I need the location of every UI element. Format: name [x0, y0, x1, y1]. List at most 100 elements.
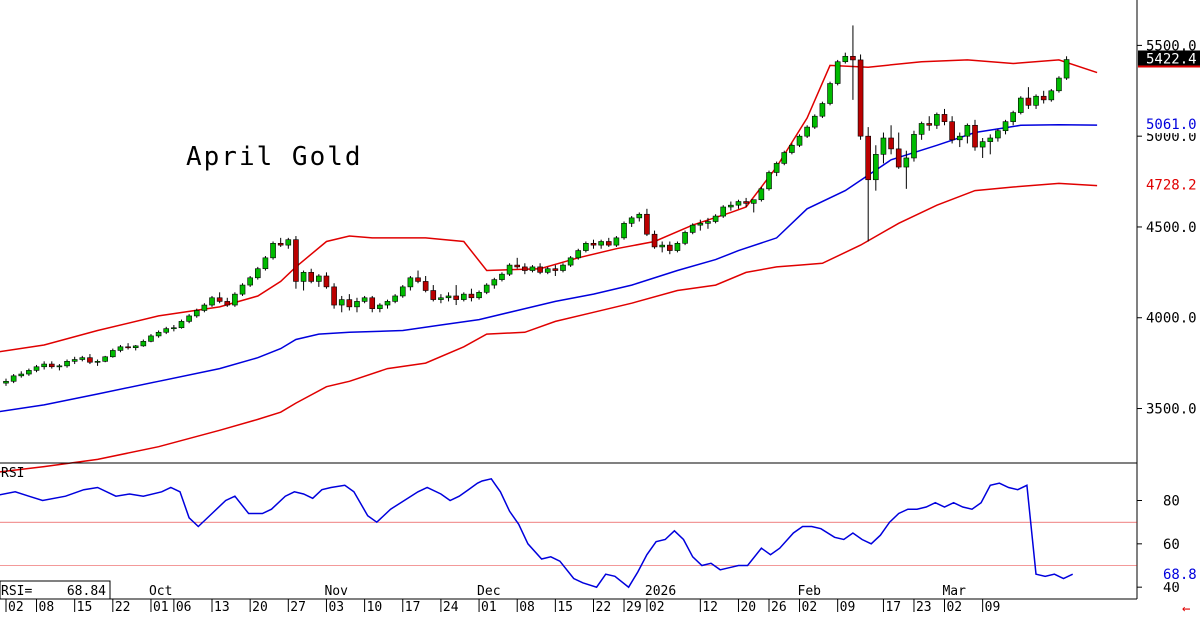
- candle: [3, 378, 9, 386]
- time-tick-label: 26: [771, 600, 787, 615]
- candle-body: [850, 55, 856, 61]
- candle-body: [453, 295, 459, 300]
- candle: [285, 237, 292, 249]
- candle: [209, 295, 215, 307]
- candle-body: [270, 243, 276, 259]
- candle: [750, 199, 757, 213]
- candle: [514, 257, 521, 269]
- candle: [110, 348, 116, 358]
- upper-band-line: [0, 59, 1098, 353]
- candle-body: [224, 301, 231, 306]
- candle: [178, 319, 185, 329]
- candle-body: [1002, 121, 1009, 132]
- candle-body: [758, 188, 765, 201]
- candle: [163, 326, 170, 335]
- price-tag-label: 4728.2: [1146, 178, 1197, 194]
- candle: [1040, 90, 1047, 104]
- candle: [682, 230, 688, 246]
- rsi-series-line: [0, 477, 1074, 589]
- candle: [636, 212, 643, 222]
- candle-body: [720, 206, 727, 217]
- candle: [407, 275, 414, 291]
- time-tick-label: 17: [405, 600, 421, 615]
- time-tick-label: 02: [802, 600, 818, 615]
- candle: [87, 354, 93, 365]
- candle-body: [712, 215, 719, 222]
- candle: [926, 116, 933, 131]
- candle-body: [1033, 95, 1039, 106]
- candle-body: [407, 277, 414, 288]
- candle-body: [560, 264, 566, 271]
- candle-body: [781, 152, 788, 164]
- candle: [140, 339, 147, 347]
- candle-body: [636, 213, 643, 219]
- candle: [621, 221, 627, 240]
- candle: [10, 374, 17, 384]
- candle: [758, 187, 765, 202]
- candle-body: [895, 148, 902, 168]
- candle-body: [941, 114, 948, 122]
- candle-body: [361, 297, 368, 302]
- candle: [399, 285, 406, 298]
- candle: [522, 263, 528, 275]
- time-tick-label: 01: [481, 600, 497, 615]
- candle: [743, 197, 749, 207]
- month-label: Oct: [149, 584, 172, 599]
- time-tick-label: 08: [39, 600, 55, 615]
- candle: [354, 297, 360, 313]
- candle-body: [628, 217, 635, 224]
- candle-body: [10, 375, 17, 382]
- scroll-left-arrow-icon[interactable]: ←: [1182, 601, 1190, 617]
- candle-body: [865, 135, 871, 181]
- candle: [834, 59, 841, 86]
- candle-body: [903, 157, 910, 168]
- candle: [468, 288, 475, 302]
- candle: [171, 325, 177, 332]
- time-tick-label: 13: [214, 600, 230, 615]
- candle-body: [64, 361, 70, 367]
- lower-band-line: [0, 182, 1098, 473]
- candle-body: [346, 299, 353, 308]
- candle-body: [537, 266, 543, 273]
- candle-body: [522, 266, 528, 271]
- candle-body: [79, 357, 86, 360]
- time-tick-label: 24: [443, 600, 459, 615]
- candle-body: [56, 365, 63, 368]
- candle-body: [125, 346, 131, 349]
- candle: [1025, 87, 1032, 109]
- candle-body: [300, 272, 307, 282]
- candle: [529, 265, 536, 273]
- candle: [796, 134, 803, 148]
- candle: [79, 355, 86, 362]
- candle-body: [697, 223, 704, 226]
- candle-body: [766, 172, 772, 190]
- candle-body: [41, 363, 47, 368]
- candle: [941, 108, 948, 126]
- candle: [613, 236, 620, 247]
- candle: [392, 294, 398, 304]
- price-tags: 5422.4 5061.0 4728.2: [1138, 50, 1200, 194]
- time-tick-label: 06: [176, 600, 192, 615]
- month-labels: Oct Nov Dec 2026 Feb Mar: [149, 584, 966, 599]
- candle-body: [926, 123, 933, 126]
- candle-body: [529, 266, 536, 271]
- candle-body: [399, 286, 406, 297]
- candle: [644, 208, 650, 237]
- candle-body: [178, 321, 185, 329]
- candle-body: [247, 277, 253, 286]
- candle: [865, 127, 871, 242]
- candle: [361, 295, 368, 304]
- candle-body: [201, 304, 208, 311]
- candle: [48, 361, 55, 369]
- candle-body: [804, 126, 810, 137]
- candle: [232, 292, 238, 307]
- candle: [323, 272, 330, 289]
- candle: [41, 361, 47, 370]
- candle: [590, 239, 597, 249]
- candle-body: [323, 275, 330, 288]
- candle: [842, 52, 849, 64]
- candle-body: [392, 295, 398, 302]
- candle: [338, 295, 345, 313]
- candle-body: [659, 244, 665, 248]
- candle: [880, 132, 887, 164]
